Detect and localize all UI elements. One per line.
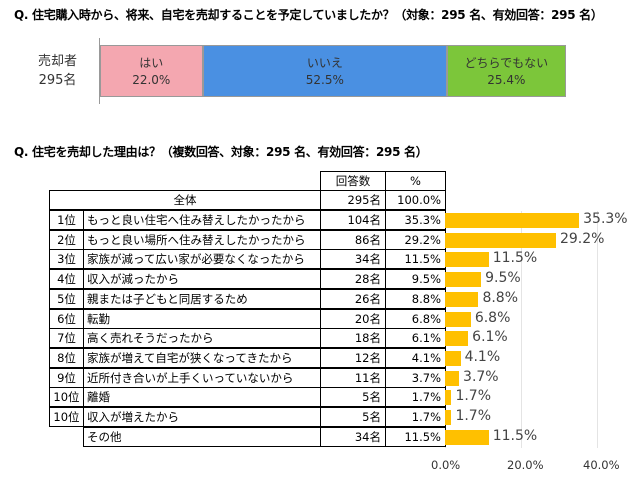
bar-label: 4.1%	[464, 348, 501, 365]
rank-cell: 10位	[49, 407, 84, 427]
bar-3	[445, 272, 482, 288]
total-count: 295名	[320, 190, 386, 210]
count-cell: 26名	[320, 288, 386, 309]
pct-cell: 29.2%	[385, 229, 446, 250]
count-cell: 5名	[320, 407, 386, 427]
total-pct: 100.0%	[385, 190, 446, 210]
pct-cell: 3.7%	[385, 367, 446, 388]
count-cell: 86名	[320, 229, 386, 250]
x-tick-label: 40.0%	[583, 458, 620, 472]
count-cell: 34名	[320, 249, 386, 270]
reason-cell: 転勤	[83, 308, 321, 329]
total-label: 全体	[49, 190, 321, 210]
x-tick-label: 0.0%	[431, 458, 461, 472]
x-tick-label: 20.0%	[507, 458, 544, 472]
reason-cell: 家族が増えて自宅が狭くなってきたから	[83, 347, 321, 368]
count-cell: 28名	[320, 269, 386, 290]
segment-value: 52.5%	[305, 73, 344, 87]
bar-label: 29.2%	[559, 230, 605, 247]
bar-label: 6.8%	[474, 309, 511, 326]
pct-cell: 9.5%	[385, 269, 446, 290]
reason-cell: 収入が減ったから	[83, 269, 321, 290]
pct-cell: 6.8%	[385, 308, 446, 329]
bar-label: 9.5%	[485, 270, 521, 287]
bar-label: 35.3%	[583, 211, 628, 227]
rank-cell: 1位	[49, 210, 84, 230]
header-pct: %	[385, 171, 446, 191]
rank-cell: 10位	[49, 387, 84, 408]
bar-label: 6.1%	[472, 329, 508, 346]
rank-cell: 2位	[49, 229, 84, 250]
bar-5	[445, 311, 471, 327]
bar-label: 11.5%	[492, 427, 538, 444]
q2-title: Q. 住宅を売却した理由は？（複数回答、対象：295 名、有効回答：295 名）	[14, 145, 428, 159]
rank-cell: 8位	[49, 347, 84, 368]
bar-0	[445, 213, 580, 228]
reason-cell: 高く売れそうだったから	[83, 328, 321, 349]
bar-11	[445, 429, 489, 445]
pct-cell: 11.5%	[385, 249, 446, 270]
bar-6	[445, 331, 469, 347]
count-cell: 12名	[320, 347, 386, 368]
pct-cell: 1.7%	[385, 407, 446, 427]
count-cell: 5名	[320, 387, 386, 408]
row-label-line2: 295名	[38, 73, 77, 88]
q1-axis-line	[99, 38, 100, 104]
reason-cell: 親または子どもと同居するため	[83, 288, 321, 309]
segment-name: はい	[139, 56, 164, 70]
bar-2	[445, 252, 489, 268]
bar-label: 1.7%	[455, 408, 492, 424]
pct-cell: 35.3%	[385, 210, 446, 230]
stacked-segment-2: どちらでもない 25.4%	[447, 45, 566, 97]
bar-label: 1.7%	[455, 388, 492, 405]
count-cell: 18名	[320, 328, 386, 349]
row-label-line1: 売却者	[38, 54, 78, 69]
rank-cell: 6位	[49, 308, 84, 329]
count-cell: 11名	[320, 367, 386, 388]
gridline-1	[521, 211, 522, 448]
segment-name: どちらでもない	[464, 56, 549, 70]
rank-cell: 3位	[49, 249, 84, 270]
bar-10	[445, 410, 452, 425]
count-cell: 34名	[320, 426, 386, 447]
bar-label: 11.5%	[492, 250, 538, 267]
bar-4	[445, 291, 479, 307]
rank-cell: 4位	[49, 269, 84, 290]
pct-cell: 6.1%	[385, 328, 446, 349]
bar-7	[445, 350, 461, 366]
header-count: 回答数	[320, 171, 386, 191]
reason-cell: その他	[83, 426, 321, 447]
bar-9	[445, 390, 452, 406]
pct-cell: 4.1%	[385, 347, 446, 368]
pct-cell: 1.7%	[385, 387, 446, 408]
q1-row-label: 売却者 295名	[38, 52, 77, 90]
bar-8	[445, 370, 460, 386]
pct-cell: 11.5%	[385, 426, 446, 447]
rank-cell: 7位	[49, 328, 84, 349]
rank-cell: 5位	[49, 288, 84, 309]
bar-1	[445, 232, 556, 248]
count-cell: 104名	[320, 210, 386, 230]
rank-cell: 9位	[49, 367, 84, 388]
reason-cell: もっと良い場所へ住み替えしたかったから	[83, 229, 321, 250]
stacked-segment-1: いいえ 52.5%	[202, 45, 448, 97]
segment-value: 25.4%	[487, 73, 526, 87]
reason-cell: 近所付き合いが上手くいっていないから	[83, 367, 321, 388]
bar-label: 8.8%	[482, 289, 519, 306]
bar-label: 3.7%	[463, 368, 499, 385]
segment-name: いいえ	[306, 56, 343, 70]
gridline-2	[597, 211, 598, 448]
reason-cell: 離婚	[83, 387, 321, 408]
pct-cell: 8.8%	[385, 288, 446, 309]
count-cell: 20名	[320, 308, 386, 329]
reason-cell: 収入が増えたから	[83, 407, 321, 427]
stacked-segment-0: はい 22.0%	[100, 45, 203, 97]
segment-value: 22.0%	[132, 73, 171, 87]
reason-cell: 家族が減って広い家が必要なくなったから	[83, 249, 321, 270]
q1-title: Q. 住宅購入時から、将来、自宅を売却することを予定していましたか？（対象：29…	[14, 8, 603, 22]
reason-cell: もっと良い住宅へ住み替えしたかったから	[83, 210, 321, 230]
